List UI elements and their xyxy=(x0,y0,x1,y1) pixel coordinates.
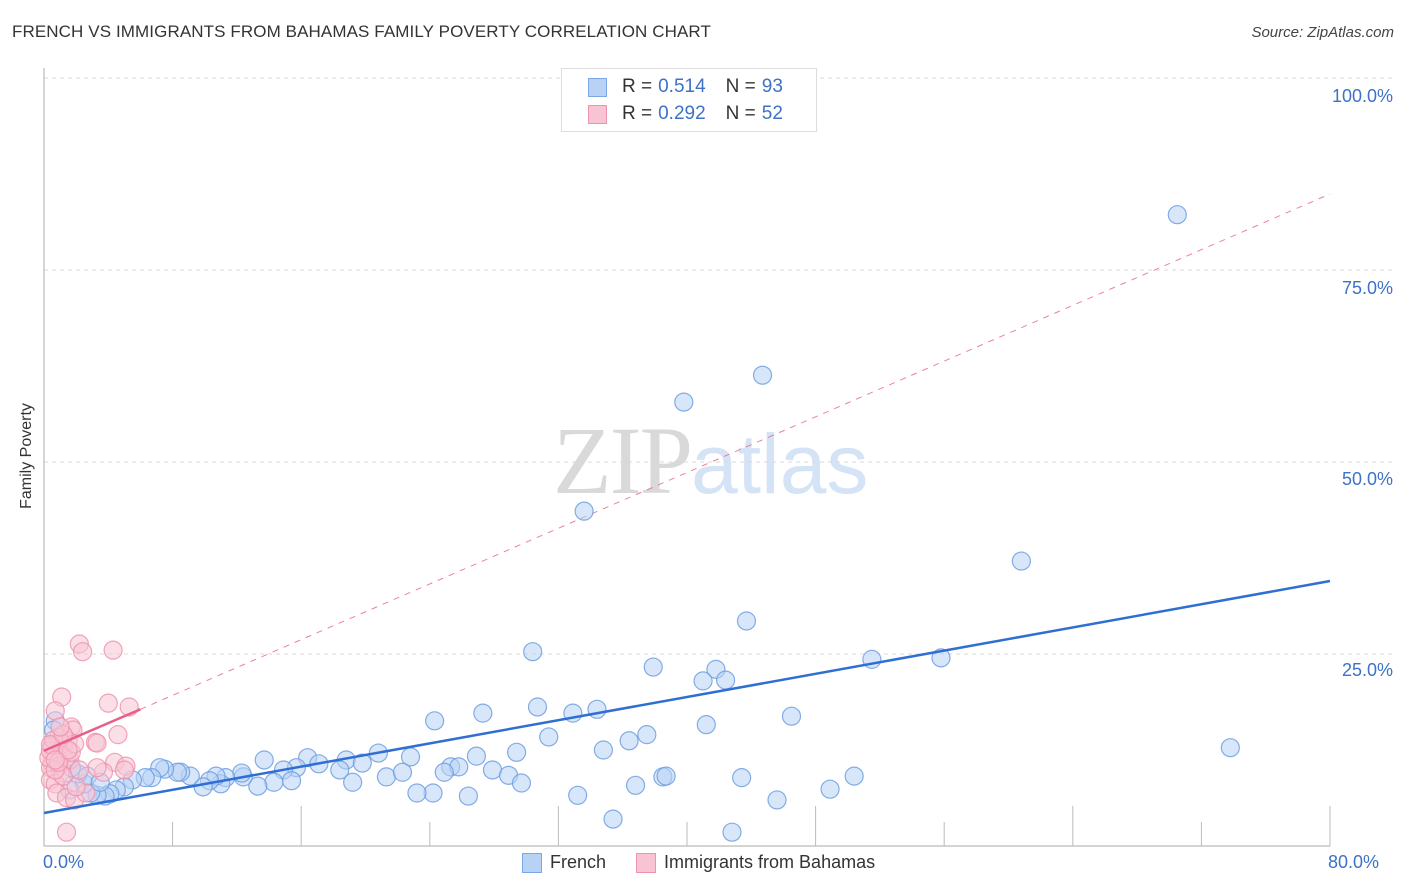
data-point xyxy=(98,693,118,713)
data-point xyxy=(72,642,93,662)
y-tick-50: 50.0% xyxy=(1341,469,1393,489)
x-tick-min: 0.0% xyxy=(43,852,85,872)
legend-row-french: R = 0.514 N = 93 xyxy=(588,76,783,98)
data-point xyxy=(722,822,742,842)
n-label: N = xyxy=(725,103,756,124)
data-point xyxy=(603,809,623,829)
gridlines xyxy=(44,77,1392,655)
data-point xyxy=(568,785,588,805)
data-point xyxy=(736,611,757,631)
data-point xyxy=(844,766,864,786)
data-point xyxy=(103,640,123,660)
data-point xyxy=(931,648,951,668)
data-point xyxy=(643,657,663,677)
data-point xyxy=(781,706,802,726)
data-point xyxy=(1220,738,1240,758)
data-point xyxy=(376,767,396,787)
data-point xyxy=(108,725,128,745)
stats-legend: R = 0.514 N = 93 R = 0.292 N = 52 xyxy=(561,68,817,132)
data-point xyxy=(593,740,614,760)
data-point xyxy=(330,760,350,780)
series-legend: French Immigrants from Bahamas xyxy=(522,852,905,873)
axes xyxy=(43,68,1331,847)
data-point xyxy=(407,783,427,803)
legend-row-bahamas: R = 0.292 N = 52 xyxy=(588,103,783,125)
bahamas-trend-dashed xyxy=(140,193,1331,710)
legend-item-bahamas[interactable]: Immigrants from Bahamas xyxy=(636,852,875,873)
source-label: Source: ZipAtlas.com xyxy=(1251,24,1394,41)
r-value: 0.292 xyxy=(658,103,706,124)
french-swatch-icon xyxy=(522,852,542,873)
data-point xyxy=(423,783,443,803)
data-point xyxy=(114,760,134,780)
data-point xyxy=(656,766,676,786)
data-point xyxy=(434,762,454,782)
data-point xyxy=(50,717,70,737)
data-point xyxy=(425,711,445,731)
n-value: 93 xyxy=(761,76,783,97)
data-point xyxy=(539,727,559,747)
y-tick-25: 25.0% xyxy=(1341,660,1393,680)
legend-item-french[interactable]: French xyxy=(522,852,606,873)
data-point xyxy=(45,750,65,770)
chart-title: FRENCH VS IMMIGRANTS FROM BAHAMAS FAMILY… xyxy=(12,22,711,41)
data-point xyxy=(87,758,107,778)
bahamas-points xyxy=(39,634,139,842)
data-point xyxy=(752,365,773,385)
data-point xyxy=(637,725,657,745)
legend-label-bahamas: Immigrants from Bahamas xyxy=(664,852,876,872)
data-point xyxy=(466,746,487,766)
data-point xyxy=(343,772,363,792)
data-point xyxy=(281,771,302,791)
data-point xyxy=(45,701,65,721)
bahamas-trend-extension xyxy=(140,193,1331,710)
data-point xyxy=(523,642,543,662)
data-point xyxy=(56,822,77,842)
data-point xyxy=(674,392,694,412)
bahamas-swatch-icon xyxy=(636,852,657,873)
data-point xyxy=(482,760,503,780)
y-tick-75: 75.0% xyxy=(1341,278,1393,298)
data-point xyxy=(264,772,284,792)
n-label: N = xyxy=(725,76,756,97)
bahamas-trend-line xyxy=(43,708,141,752)
data-point xyxy=(352,753,372,773)
data-point xyxy=(69,760,89,780)
legend-label-french: French xyxy=(550,852,607,872)
n-value: 52 xyxy=(761,103,783,124)
data-point xyxy=(619,731,639,751)
r-label: R = xyxy=(622,76,653,97)
data-point xyxy=(715,670,736,690)
bahamas-swatch-icon xyxy=(588,104,607,124)
r-label: R = xyxy=(622,103,653,124)
data-point xyxy=(507,742,527,762)
data-point xyxy=(458,786,478,806)
data-point xyxy=(473,703,493,723)
french-swatch-icon xyxy=(588,77,607,97)
data-point xyxy=(820,779,840,799)
data-point xyxy=(511,773,532,793)
x-tick-max: 80.0% xyxy=(1328,852,1380,872)
data-point xyxy=(696,715,716,735)
data-point xyxy=(693,671,713,691)
data-point xyxy=(248,776,268,796)
data-point xyxy=(1011,551,1031,571)
data-point xyxy=(732,768,752,788)
y-tick-100: 100.0% xyxy=(1331,86,1393,106)
y-axis-label: Family Poverty xyxy=(18,403,35,509)
data-point xyxy=(392,762,413,782)
data-point xyxy=(625,775,646,795)
french-points xyxy=(44,205,1240,842)
data-point xyxy=(87,733,107,753)
trend-lines xyxy=(43,579,1331,815)
french-trend-line xyxy=(43,579,1331,815)
data-point xyxy=(767,790,787,810)
r-value: 0.514 xyxy=(658,76,706,97)
data-point xyxy=(1167,205,1187,225)
data-point xyxy=(574,501,594,521)
data-point xyxy=(254,750,274,770)
data-point xyxy=(527,697,548,717)
